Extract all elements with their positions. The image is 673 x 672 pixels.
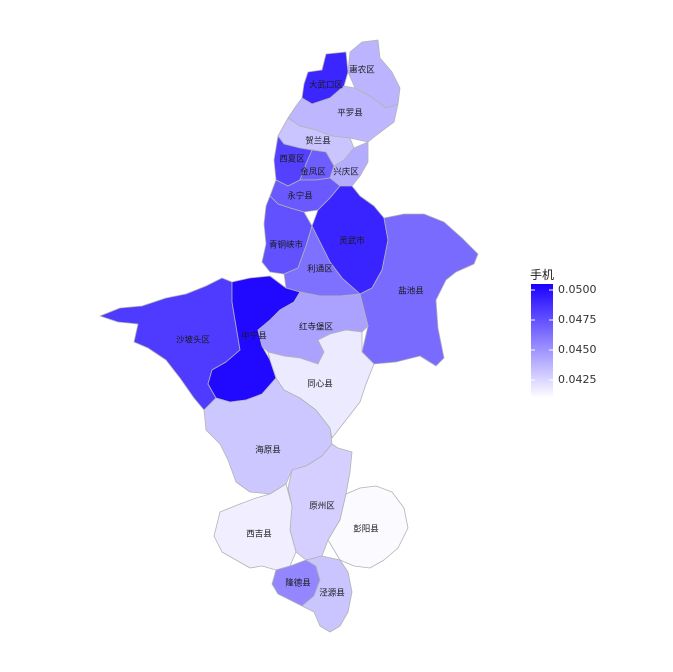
region-label-yongning: 永宁县 — [287, 191, 313, 202]
region-label-litong: 利通区 — [307, 264, 333, 275]
region-label-xiji: 西吉县 — [246, 530, 272, 540]
legend-title: 手机 — [530, 268, 554, 282]
region-label-pingluo: 平罗县 — [337, 109, 363, 119]
region-pengyang[interactable] — [327, 485, 409, 569]
region-label-haiyuan: 海原县 — [255, 445, 281, 456]
region-label-pengyang: 彭阳县 — [353, 524, 379, 535]
region-label-xingqing: 兴庆区 — [333, 167, 359, 178]
region-label-jingyuan: 泾源县 — [319, 589, 345, 599]
region-label-yanchi: 盐池县 — [398, 286, 424, 297]
region-label-hongsipu: 红寺堡区 — [299, 322, 334, 333]
region-jingyuan[interactable] — [301, 555, 353, 633]
legend-tick-label: 0.0500 — [558, 283, 597, 296]
legend-color-bar — [531, 284, 553, 398]
region-label-zhongning: 中宁县 — [241, 331, 267, 342]
region-label-tongxin: 同心县 — [307, 380, 333, 390]
region-label-helan: 贺兰县 — [305, 136, 331, 147]
region-label-qingtongxia: 青铜峡市 — [269, 240, 304, 251]
legend: 手机 0.0500 0.0475 0.0450 0.0425 — [530, 268, 597, 398]
legend-tick-label: 0.0450 — [558, 343, 597, 356]
region-label-xixia: 西夏区 — [279, 155, 305, 165]
region-label-dawukou: 大武口区 — [309, 80, 344, 91]
region-label-lingwu: 灵武市 — [339, 236, 365, 247]
region-label-huinong: 惠农区 — [349, 65, 375, 76]
region-label-yuanzhou: 原州区 — [309, 502, 335, 512]
region-yanchi[interactable] — [359, 213, 479, 367]
region-label-shapotou: 沙坡头区 — [176, 335, 211, 346]
legend-tick-label: 0.0475 — [558, 313, 597, 326]
legend-tick-group: 0.0500 0.0475 0.0450 0.0425 — [531, 283, 597, 386]
region-layer — [99, 39, 479, 633]
legend-tick-label: 0.0425 — [558, 373, 597, 386]
region-tongxin[interactable] — [267, 329, 375, 439]
region-label-jinfeng: 金凤区 — [300, 167, 326, 178]
region-xiji[interactable] — [213, 483, 297, 571]
region-label-longde: 隆德县 — [285, 578, 311, 589]
